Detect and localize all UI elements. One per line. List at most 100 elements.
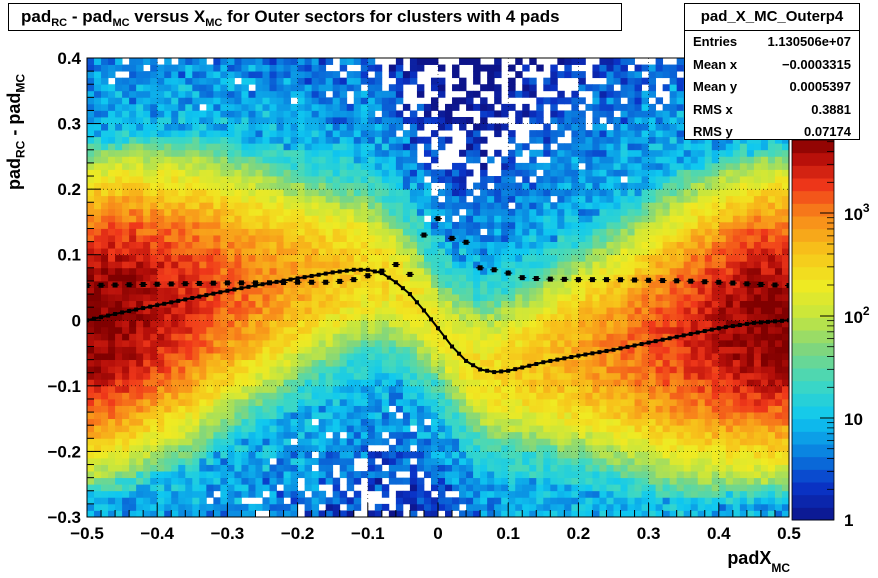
heatmap-cell xyxy=(564,208,572,216)
heatmap-cell xyxy=(178,339,186,347)
heatmap-cell xyxy=(192,261,200,269)
heatmap-cell xyxy=(283,379,291,387)
heatmap-cell xyxy=(339,339,348,347)
heatmap-cell xyxy=(515,405,523,413)
heatmap-cell xyxy=(136,162,144,170)
heatmap-cell xyxy=(290,162,298,170)
heatmap-cell xyxy=(466,235,474,242)
heatmap-cell xyxy=(332,110,341,118)
heatmap-cell xyxy=(206,320,214,328)
heatmap-cell xyxy=(206,254,214,262)
heatmap-cell xyxy=(213,189,221,197)
heatmap-cell xyxy=(248,431,256,439)
heatmap-cell xyxy=(108,123,116,131)
heatmap-cell xyxy=(529,294,537,302)
heatmap-cell xyxy=(94,169,102,177)
heatmap-cell xyxy=(409,379,418,387)
heatmap-cell xyxy=(185,457,193,465)
heatmap-cell xyxy=(395,464,404,472)
heatmap-cell xyxy=(220,451,228,459)
heatmap-cell xyxy=(283,110,291,118)
heatmap-cell xyxy=(94,235,102,242)
heatmap-cell xyxy=(339,353,348,361)
heatmap-cell xyxy=(557,110,565,118)
heatmap-cell xyxy=(318,195,327,203)
heatmap-cell xyxy=(283,451,291,459)
heatmap-cell xyxy=(494,84,502,92)
heatmap-cell xyxy=(494,359,502,367)
heatmap-cell xyxy=(304,221,313,229)
heatmap-cell xyxy=(276,425,284,433)
heatmap-cell xyxy=(143,287,151,295)
heatmap-cell xyxy=(487,71,495,79)
heatmap-cell xyxy=(87,189,95,197)
heatmap-cell xyxy=(304,77,313,85)
heatmap-cell xyxy=(325,110,334,118)
heatmap-cell xyxy=(255,313,263,321)
heatmap-cell xyxy=(94,438,102,446)
heatmap-cell xyxy=(501,353,509,361)
heatmap-cell xyxy=(494,195,502,203)
heatmap-cell xyxy=(381,189,390,197)
heatmap-cell xyxy=(388,333,397,341)
heatmap-cell xyxy=(101,510,109,517)
heatmap-cell xyxy=(466,248,474,256)
heatmap-cell xyxy=(346,84,355,92)
heatmap-cell xyxy=(339,241,348,249)
heatmap-cell xyxy=(94,471,102,479)
heatmap-cell xyxy=(276,339,284,347)
heatmap-cell xyxy=(304,208,313,216)
heatmap-cell xyxy=(269,267,277,275)
heatmap-cell xyxy=(185,176,193,183)
heatmap-cell xyxy=(94,248,102,256)
heatmap-cell xyxy=(557,425,565,433)
heatmap-cell xyxy=(599,359,607,367)
heatmap-cell xyxy=(592,405,600,413)
heatmap-cell xyxy=(115,90,123,98)
heatmap-cell xyxy=(94,110,102,118)
heatmap-cell xyxy=(192,64,200,72)
heatmap-cell xyxy=(508,274,516,282)
heatmap-cell xyxy=(402,267,411,275)
heatmap-cell xyxy=(515,379,523,387)
heatmap-cell xyxy=(101,464,109,472)
heatmap-cell xyxy=(94,385,102,393)
heatmap-cell xyxy=(487,287,495,295)
heatmap-cell xyxy=(339,149,348,157)
heatmap-cell xyxy=(101,143,109,151)
heatmap-cell xyxy=(445,366,453,374)
heatmap-cell xyxy=(452,392,460,400)
heatmap-cell xyxy=(311,359,320,367)
heatmap-cell xyxy=(452,503,460,511)
heatmap-cell xyxy=(550,280,558,288)
heatmap-cell xyxy=(192,490,200,498)
heatmap-cell xyxy=(402,77,411,85)
heatmap-cell xyxy=(94,143,102,151)
heatmap-cell xyxy=(438,143,446,151)
heatmap-cell xyxy=(374,385,383,393)
heatmap-cell xyxy=(304,431,313,439)
heatmap-cell xyxy=(381,425,390,433)
heatmap-cell xyxy=(564,267,572,275)
heatmap-cell xyxy=(578,392,586,400)
heatmap-cell xyxy=(213,287,221,295)
heatmap-cell xyxy=(150,412,158,420)
heatmap-cell xyxy=(318,254,327,262)
heatmap-cell xyxy=(423,372,432,380)
heatmap-cell xyxy=(290,307,298,315)
heatmap-cell xyxy=(438,90,446,98)
heatmap-cell xyxy=(185,261,193,269)
heatmap-cell xyxy=(269,195,277,203)
heatmap-cell xyxy=(416,182,425,190)
heatmap-cell xyxy=(304,451,313,459)
heatmap-cell xyxy=(430,510,439,517)
heatmap-cell xyxy=(136,77,144,85)
heatmap-cell xyxy=(227,294,235,302)
heatmap-cell xyxy=(459,464,467,472)
heatmap-cell xyxy=(115,215,123,223)
heatmap-cell xyxy=(409,221,418,229)
heatmap-cell xyxy=(599,280,607,288)
heatmap-cell xyxy=(367,261,376,269)
heatmap-cell xyxy=(157,326,165,334)
heatmap-cell xyxy=(241,503,249,511)
